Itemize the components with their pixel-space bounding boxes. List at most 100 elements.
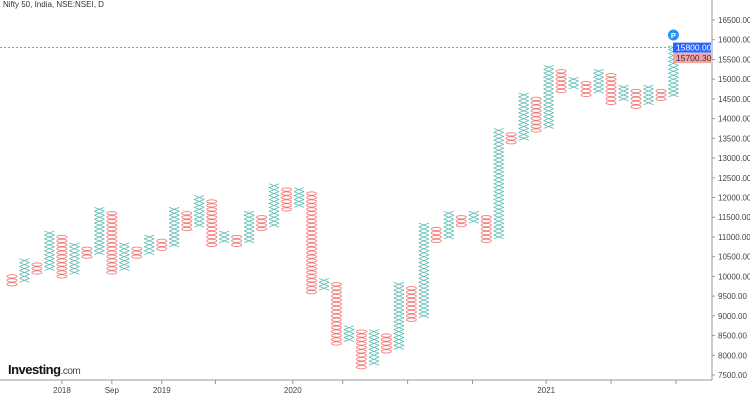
o-box — [206, 215, 218, 220]
o-box — [380, 345, 392, 350]
o-box — [106, 254, 118, 259]
o-box — [81, 254, 93, 259]
o-box — [505, 132, 517, 137]
o-box — [6, 278, 18, 283]
o-box — [405, 309, 417, 315]
o-box — [630, 92, 642, 98]
o-box — [231, 238, 243, 244]
o-box — [530, 120, 542, 125]
o-box — [281, 191, 293, 196]
o-box — [56, 270, 68, 275]
x-box — [593, 88, 604, 94]
x-box — [493, 222, 504, 228]
o-box — [181, 226, 193, 232]
o-box — [331, 341, 342, 346]
o-box — [355, 361, 367, 366]
o-box — [231, 234, 243, 240]
x-box — [368, 345, 380, 350]
x-box — [343, 333, 355, 338]
x-box — [94, 222, 105, 228]
x-box — [493, 147, 504, 153]
x-box — [243, 210, 255, 216]
x-box — [668, 84, 679, 90]
x-box — [19, 258, 30, 263]
x-box — [493, 175, 504, 181]
x-box — [393, 329, 405, 334]
x-column — [443, 210, 454, 240]
x-box — [643, 100, 654, 106]
x-box — [268, 214, 280, 220]
x-box — [393, 321, 405, 327]
o-box — [131, 246, 143, 251]
x-box — [618, 88, 629, 94]
x-box — [593, 72, 604, 78]
o-box — [106, 219, 118, 224]
x-box — [493, 214, 504, 220]
x-box — [94, 234, 105, 240]
x-box — [119, 262, 130, 267]
x-box — [94, 230, 105, 236]
x-box — [493, 187, 504, 192]
o-box — [181, 222, 193, 228]
x-box — [368, 341, 380, 346]
o-box — [306, 219, 317, 224]
o-box — [505, 140, 517, 145]
x-box — [69, 262, 80, 267]
x-box — [443, 222, 454, 228]
x-box — [418, 309, 429, 315]
x-box — [418, 258, 429, 263]
x-box — [169, 226, 180, 232]
x-tick-label: 2021 — [537, 386, 555, 395]
x-box — [119, 254, 130, 260]
o-box — [306, 207, 317, 212]
o-box — [355, 329, 367, 334]
x-box — [418, 301, 429, 307]
y-tick-label: 15500.00 — [718, 55, 750, 64]
x-box — [543, 96, 554, 102]
x-box — [194, 203, 205, 208]
x-box — [119, 242, 130, 248]
o-box — [355, 357, 367, 362]
o-box — [480, 222, 492, 228]
x-box — [44, 234, 55, 240]
x-box — [493, 191, 504, 196]
o-box — [306, 258, 317, 263]
x-box — [493, 163, 504, 169]
x-box — [518, 132, 529, 137]
x-box — [493, 199, 504, 204]
o-box — [206, 207, 218, 212]
x-box — [618, 92, 629, 98]
x-box — [44, 238, 55, 244]
o-box — [555, 80, 567, 86]
x-box — [518, 100, 529, 106]
o-box — [480, 238, 492, 244]
x-box — [268, 206, 280, 212]
x-box — [568, 84, 579, 90]
o-box — [331, 313, 342, 318]
o-box — [281, 195, 293, 200]
o-box — [306, 250, 317, 255]
x-column — [219, 230, 230, 244]
o-column — [256, 215, 268, 232]
o-box — [655, 92, 667, 98]
x-column — [293, 187, 305, 208]
x-box — [393, 281, 405, 287]
x-box — [643, 88, 654, 94]
o-box — [306, 286, 317, 291]
x-box — [593, 80, 604, 86]
o-column — [206, 199, 218, 247]
x-box — [543, 80, 554, 86]
o-box — [106, 258, 118, 263]
x-column — [19, 258, 30, 283]
x-column — [243, 210, 255, 244]
y-tick-label: 12000.00 — [718, 194, 750, 203]
x-box — [94, 250, 105, 256]
o-column — [281, 187, 293, 212]
x-box — [493, 171, 504, 177]
x-box — [169, 206, 180, 212]
x-column — [194, 195, 205, 228]
o-box — [106, 270, 118, 275]
o-box — [206, 242, 218, 247]
o-box — [306, 254, 317, 259]
